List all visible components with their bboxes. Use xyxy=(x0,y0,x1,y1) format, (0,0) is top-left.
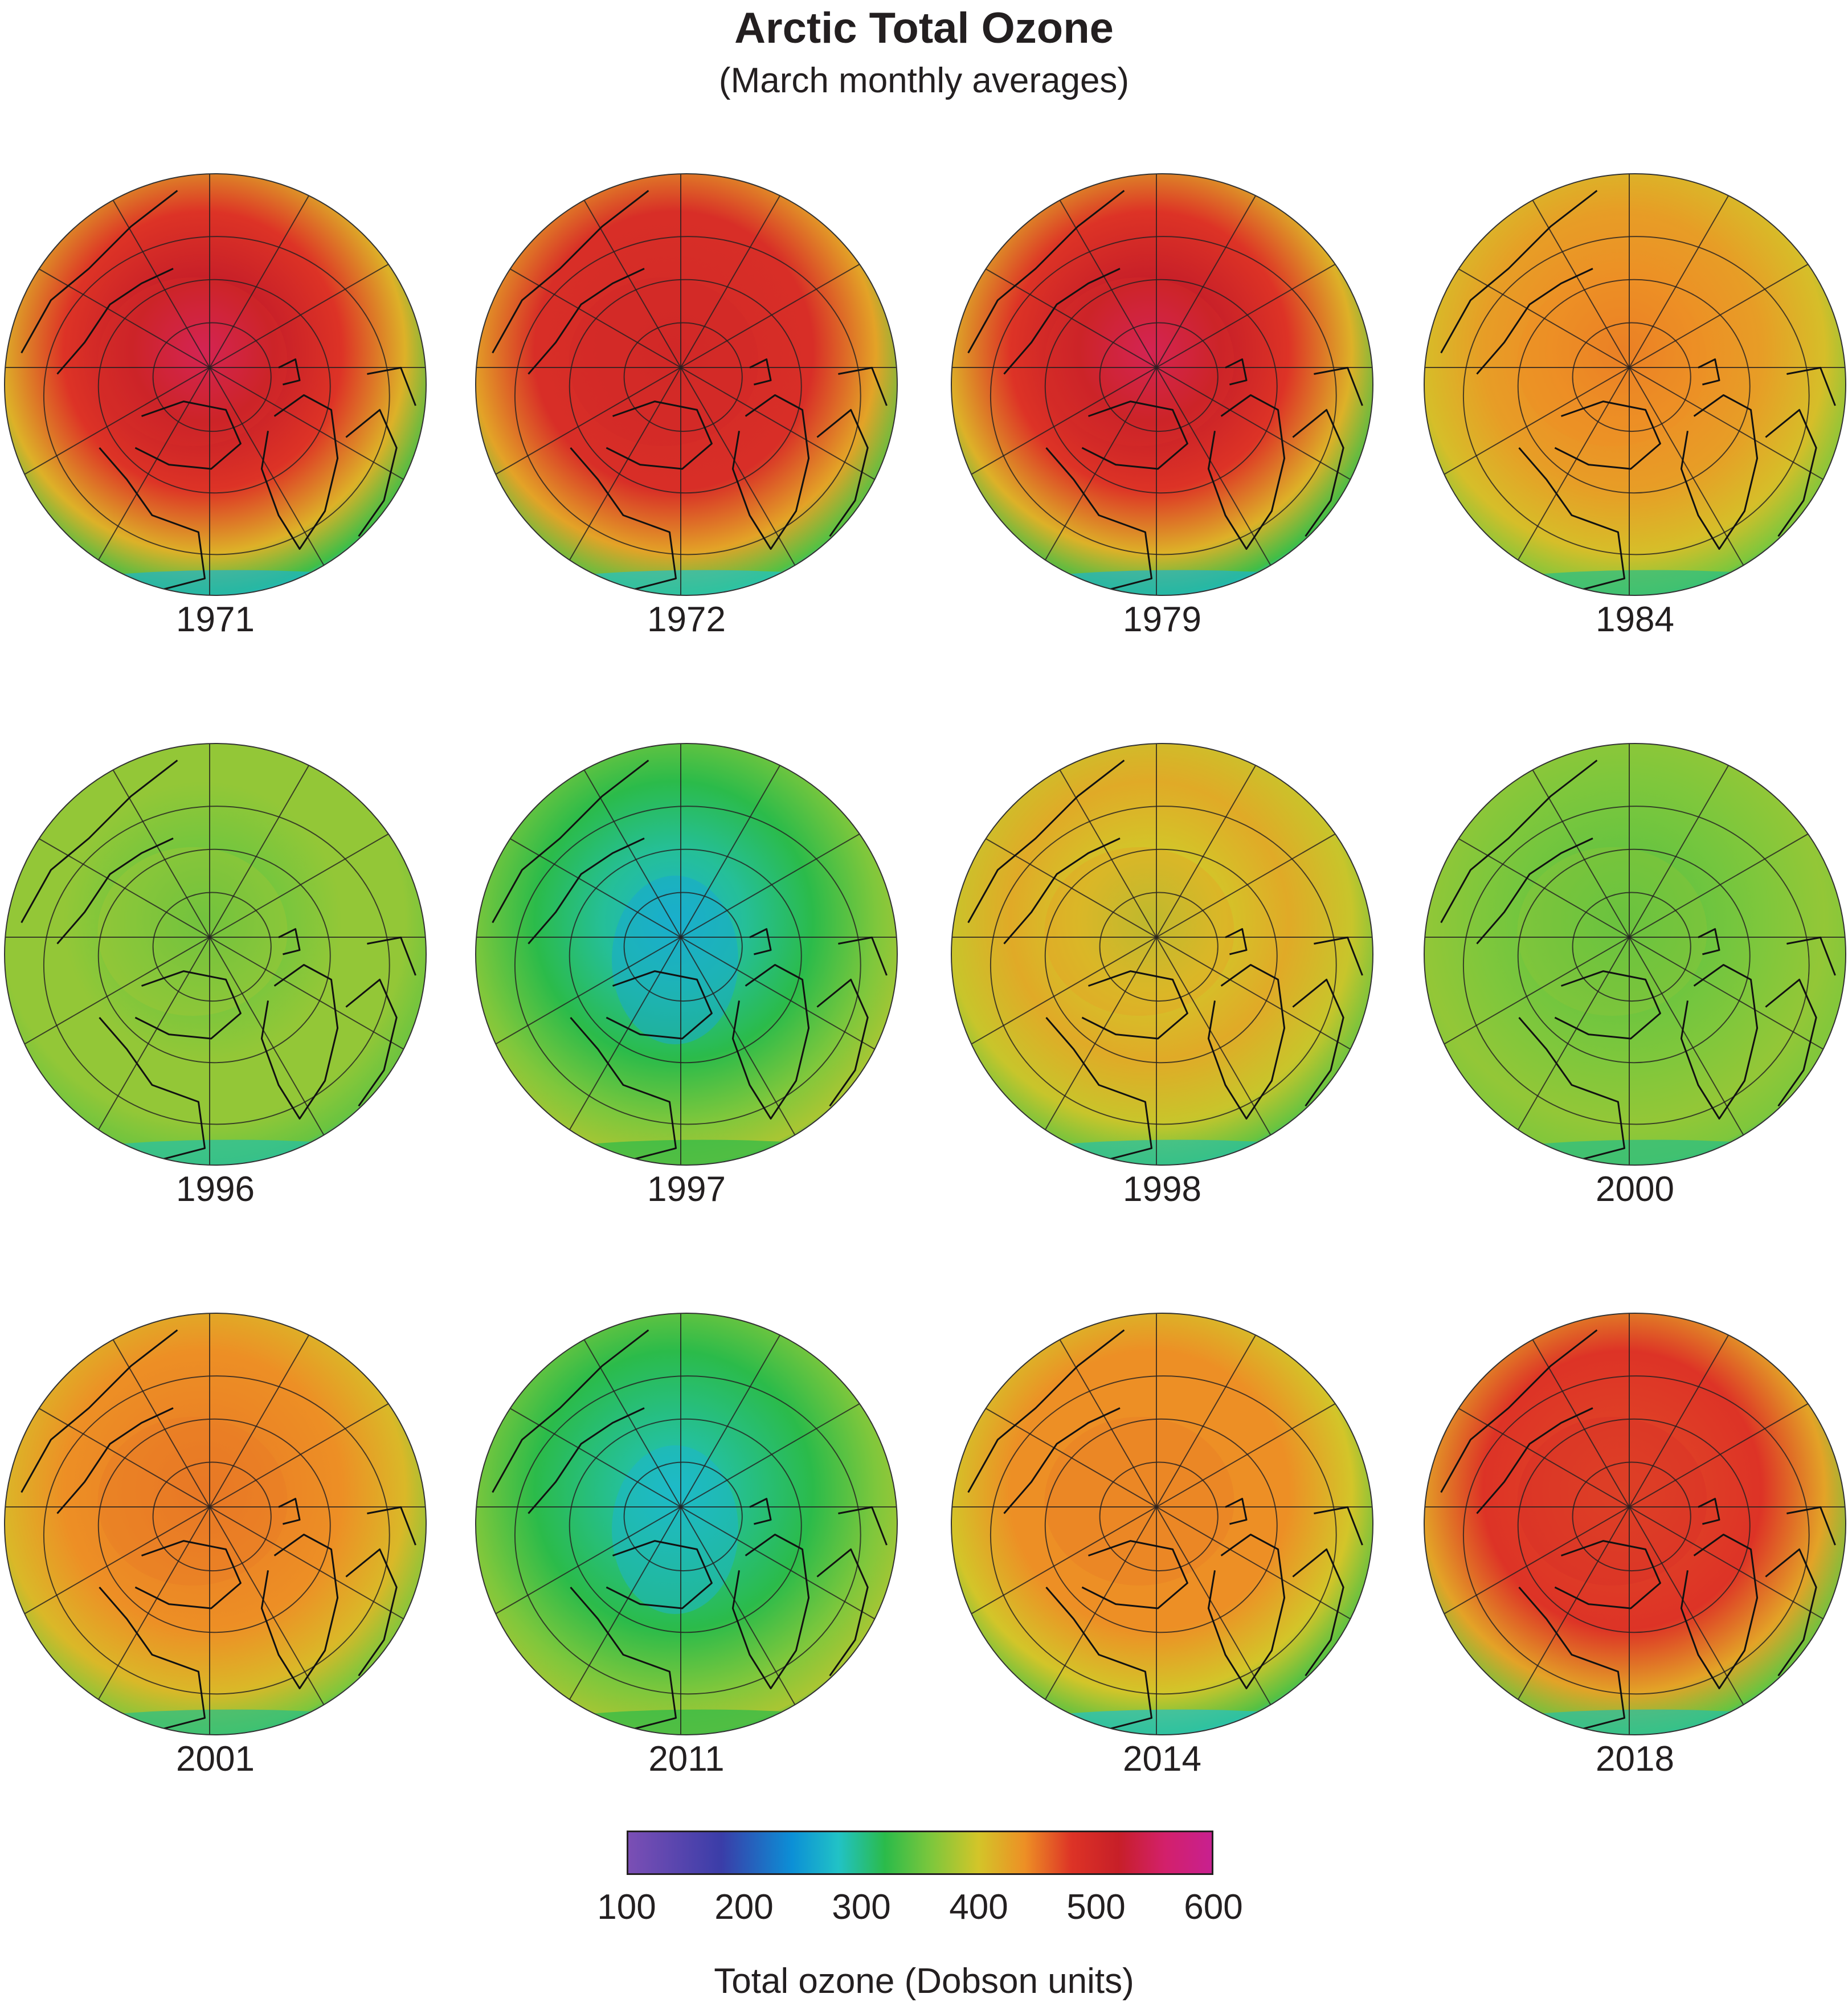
year-label: 2000 xyxy=(1596,1170,1674,1209)
ozone-map-2011: 2011 xyxy=(475,1313,898,1779)
page-subtitle: (March monthly averages) xyxy=(718,61,1130,100)
year-label: 1996 xyxy=(176,1170,255,1209)
page-title: Arctic Total Ozone xyxy=(734,4,1114,52)
year-label: 2018 xyxy=(1596,1739,1674,1779)
colorbar-tick-label: 400 xyxy=(949,1887,1008,1927)
colorbar-tick-label: 300 xyxy=(832,1887,891,1927)
ozone-map-1997: 1997 xyxy=(475,743,898,1209)
year-label: 2001 xyxy=(176,1739,255,1779)
year-label: 1972 xyxy=(647,600,726,639)
year-label: 1997 xyxy=(647,1170,726,1209)
year-label: 1998 xyxy=(1123,1170,1201,1209)
globe-disc xyxy=(1424,174,1846,595)
year-label: 1971 xyxy=(176,600,255,639)
ozone-map-1998: 1998 xyxy=(951,743,1373,1209)
ozone-map-2018: 2018 xyxy=(1424,1313,1846,1779)
year-label: 1984 xyxy=(1596,600,1674,639)
year-label: 2014 xyxy=(1123,1739,1201,1779)
ozone-map-1972: 1972 xyxy=(475,173,898,639)
globe-disc xyxy=(951,1313,1373,1735)
globe-disc xyxy=(5,743,426,1165)
ozone-map-grid: 1971 1972 1979 1984 1996 1997 1998 2000 2001 2011… xyxy=(4,173,1846,1779)
colorbar-tick-label: 200 xyxy=(714,1887,774,1927)
ozone-map-1996: 1996 xyxy=(4,743,427,1209)
globe-disc xyxy=(5,174,426,595)
colorbar-tick-label: 500 xyxy=(1066,1887,1126,1927)
ozone-map-2001: 2001 xyxy=(4,1313,427,1779)
year-label: 2011 xyxy=(648,1739,724,1779)
globe-disc xyxy=(476,174,897,595)
globe-disc xyxy=(1424,743,1846,1165)
globe-disc xyxy=(1424,1313,1846,1735)
ozone-map-1971: 1971 xyxy=(4,173,427,639)
globe-disc xyxy=(5,1313,426,1735)
ozone-map-2014: 2014 xyxy=(951,1313,1373,1779)
ozone-map-1984: 1984 xyxy=(1424,173,1846,639)
globe-disc xyxy=(951,174,1373,595)
ozone-map-1979: 1979 xyxy=(951,173,1373,639)
colorbar-label: Total ozone (Dobson units) xyxy=(714,1962,1134,2001)
ozone-map-2000: 2000 xyxy=(1424,743,1846,1209)
globe-disc xyxy=(951,743,1373,1165)
year-label: 1979 xyxy=(1123,600,1201,639)
colorbar xyxy=(627,1831,1213,1875)
colorbar-tick-label: 100 xyxy=(597,1887,656,1927)
colorbar-tick-label: 600 xyxy=(1184,1887,1243,1927)
